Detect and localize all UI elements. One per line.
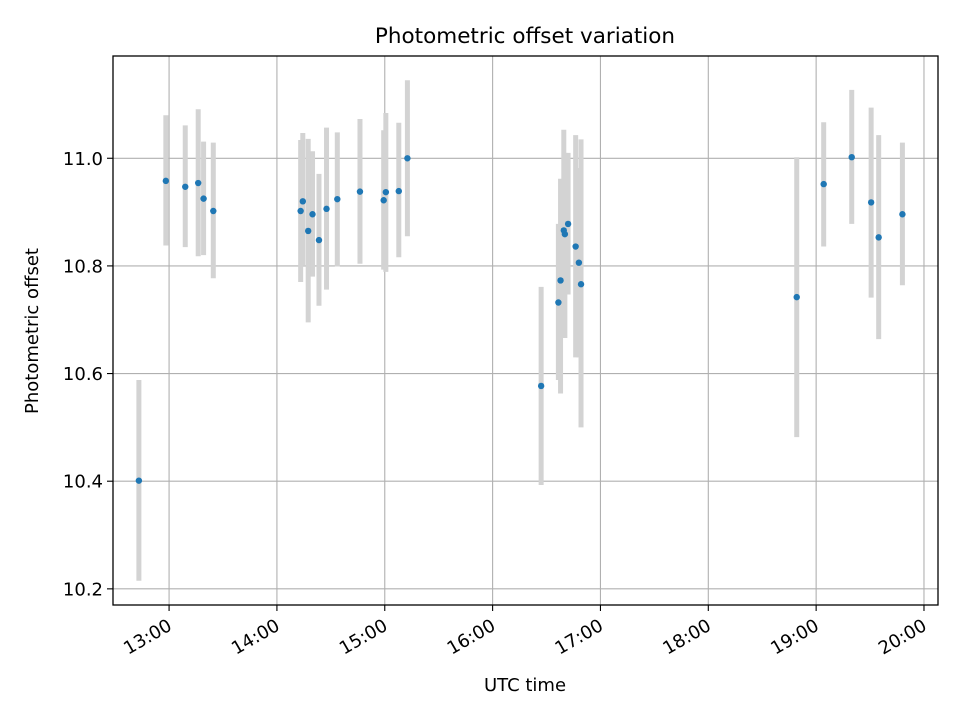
data-point <box>848 153 855 161</box>
data-point <box>200 195 207 202</box>
data-point <box>304 227 312 235</box>
data-points <box>135 153 906 484</box>
y-tick-label: 10.4 <box>63 472 103 493</box>
chart-title: Photometric offset variation <box>375 24 675 49</box>
data-point <box>875 234 882 241</box>
data-point <box>572 243 579 250</box>
data-point <box>575 259 583 266</box>
data-point <box>299 198 307 205</box>
data-point <box>182 183 189 190</box>
plot-frame <box>112 55 939 606</box>
data-point <box>820 180 827 188</box>
y-axis-label: Photometric offset <box>22 248 43 414</box>
data-point <box>356 188 364 195</box>
data-point <box>395 187 402 195</box>
data-point <box>561 230 569 238</box>
data-point <box>382 188 390 196</box>
data-point <box>564 220 572 228</box>
data-point <box>555 299 562 306</box>
data-point <box>537 382 545 390</box>
data-point <box>309 211 316 218</box>
y-tick-label: 10.2 <box>63 579 103 600</box>
y-axis-ticks: 10.2 10.4 10.6 10.8 11.0 <box>63 149 113 600</box>
data-point <box>899 211 906 218</box>
y-tick-label: 10.6 <box>63 364 103 385</box>
data-point <box>162 177 170 185</box>
data-point <box>404 155 411 162</box>
data-point <box>210 207 217 215</box>
data-point <box>297 207 304 215</box>
data-point <box>793 293 800 301</box>
data-point <box>577 281 585 288</box>
data-point <box>315 236 323 244</box>
data-point <box>334 195 341 203</box>
data-point <box>194 179 202 187</box>
data-point <box>380 197 387 204</box>
x-axis-label: UTC time <box>484 675 566 696</box>
data-point <box>135 477 143 484</box>
y-tick-label: 11.0 <box>63 149 103 170</box>
data-point <box>323 205 330 213</box>
data-point <box>557 277 564 284</box>
data-point <box>867 199 875 206</box>
y-tick-label: 10.8 <box>63 256 103 277</box>
